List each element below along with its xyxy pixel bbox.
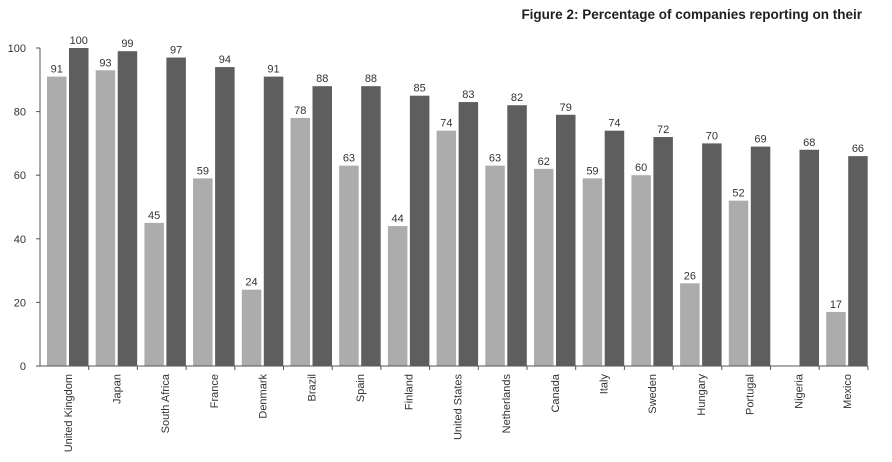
data-label: 93 xyxy=(99,57,111,69)
x-axis: United Kingdom Japan South Africa France Den… xyxy=(40,365,869,452)
bar xyxy=(241,289,262,366)
bar xyxy=(215,67,235,366)
x-tick-label: Japan xyxy=(111,374,123,404)
bar xyxy=(702,143,722,366)
data-label: 74 xyxy=(608,118,620,130)
data-label: 88 xyxy=(316,73,328,85)
bar xyxy=(193,178,213,366)
bar xyxy=(312,86,332,366)
data-label: 66 xyxy=(852,143,864,155)
data-label: 100 xyxy=(70,35,88,47)
bar xyxy=(582,178,603,366)
data-label: 82 xyxy=(511,92,523,104)
y-tick-label: 20 xyxy=(14,297,26,309)
data-label: 59 xyxy=(197,165,209,177)
bar xyxy=(290,117,310,367)
x-tick-label: Brazil xyxy=(306,374,318,402)
bar xyxy=(604,130,625,366)
bar xyxy=(848,156,868,366)
x-tick-label: Canada xyxy=(550,373,562,412)
data-label: 79 xyxy=(560,102,572,114)
bar xyxy=(339,165,359,366)
data-label: 97 xyxy=(170,45,182,57)
x-tick-label: Portugal xyxy=(745,374,757,415)
data-label: 70 xyxy=(706,130,718,142)
x-tick-label: Mexico xyxy=(842,374,854,409)
data-label: 72 xyxy=(657,124,669,136)
y-tick-label: 80 xyxy=(14,107,26,119)
bar xyxy=(653,137,673,366)
bar xyxy=(69,48,89,366)
bar xyxy=(117,51,138,367)
data-label: 69 xyxy=(754,134,766,146)
bar xyxy=(507,105,527,367)
data-label: 94 xyxy=(219,54,231,66)
x-tick-label: Denmark xyxy=(258,374,270,419)
data-label: 78 xyxy=(294,105,306,117)
x-tick-label: United States xyxy=(452,374,464,441)
data-label: 62 xyxy=(538,156,550,168)
y-tick-label: 40 xyxy=(14,234,26,246)
bars xyxy=(47,48,868,367)
bar xyxy=(436,130,457,366)
data-label: 88 xyxy=(365,73,377,85)
data-label: 83 xyxy=(462,89,474,101)
x-tick-label: Nigeria xyxy=(793,373,805,409)
y-tick-label: 100 xyxy=(8,43,26,55)
bar xyxy=(166,57,186,366)
bar xyxy=(728,200,749,366)
data-label: 91 xyxy=(267,64,279,76)
data-label: 68 xyxy=(803,137,815,149)
data-label: 99 xyxy=(121,38,133,50)
y-tick-label: 60 xyxy=(14,170,26,182)
data-label: 45 xyxy=(148,210,160,222)
x-tick-label: Netherlands xyxy=(501,374,513,434)
x-tick-label: South Africa xyxy=(160,373,172,433)
bar xyxy=(485,165,505,366)
bar xyxy=(387,226,408,366)
data-label: 26 xyxy=(684,270,696,282)
bar xyxy=(534,168,554,366)
chart-title: Figure 2: Percentage of companies report… xyxy=(521,7,862,22)
bar xyxy=(95,70,116,366)
bar xyxy=(361,86,381,366)
data-label: 17 xyxy=(830,299,842,311)
bar xyxy=(799,149,819,366)
data-label: 85 xyxy=(414,83,426,95)
bar xyxy=(263,76,284,367)
bar xyxy=(47,76,67,367)
y-axis: 0 20 40 60 80 100 xyxy=(8,43,41,373)
bar xyxy=(144,222,164,366)
data-label: 63 xyxy=(343,153,355,165)
data-label: 59 xyxy=(586,165,598,177)
x-tick-label: Italy xyxy=(598,374,610,395)
value-labels: 91 100 93 99 45 97 59 94 24 91 78 88 63 88 44 85 74 83 63 8… xyxy=(51,35,864,311)
bar xyxy=(409,95,430,366)
bar xyxy=(826,311,846,366)
x-tick-label: Finland xyxy=(404,374,416,410)
x-tick-label: France xyxy=(209,374,221,408)
bar xyxy=(750,146,771,366)
data-label: 63 xyxy=(489,153,501,165)
data-label: 60 xyxy=(635,162,647,174)
bar xyxy=(631,175,651,366)
data-label: 74 xyxy=(440,118,452,130)
data-label: 24 xyxy=(245,277,257,289)
x-tick-label: Hungary xyxy=(696,374,708,416)
y-tick-label: 0 xyxy=(20,361,26,373)
x-tick-label: Spain xyxy=(355,374,367,402)
data-label: 52 xyxy=(732,188,744,200)
data-label: 91 xyxy=(51,64,63,76)
bar xyxy=(556,114,576,366)
bar xyxy=(458,102,479,366)
bar xyxy=(680,283,700,366)
x-tick-label: Sweden xyxy=(647,374,659,414)
data-label: 44 xyxy=(392,213,404,225)
x-tick-label: United Kingdom xyxy=(63,374,75,452)
